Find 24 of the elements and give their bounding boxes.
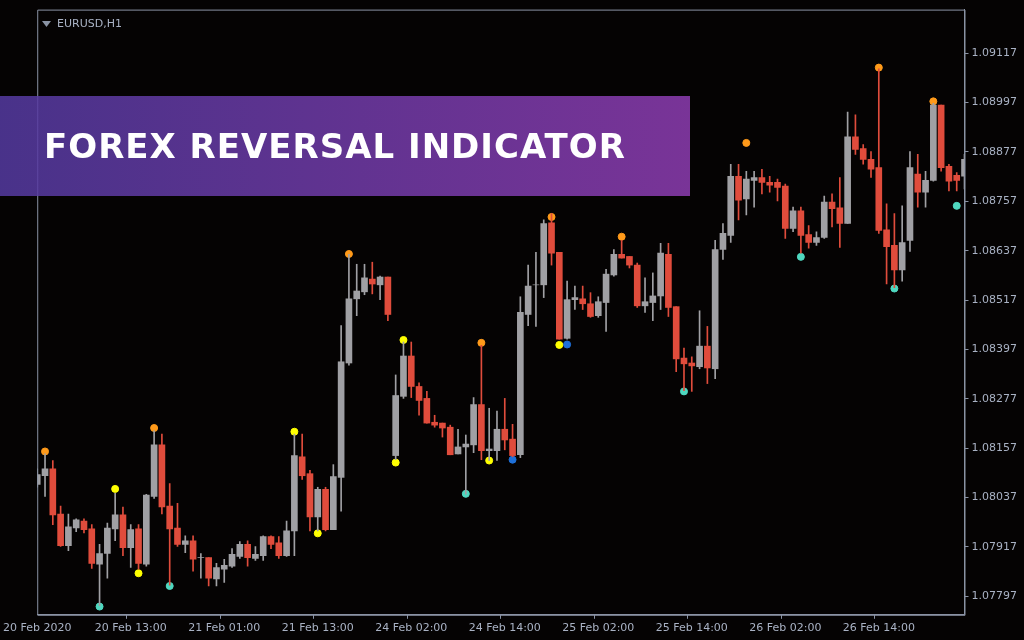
x-tick-label: 21 Feb 13:00 (281, 621, 354, 635)
x-tick-label: 25 Feb 14:00 (655, 621, 728, 635)
y-tick-label: 1.08517 (971, 292, 1018, 306)
y-tick-label: 1.07917 (971, 539, 1018, 553)
y-tick-label: 1.09117 (971, 46, 1018, 60)
x-tick-label: 25 Feb 02:00 (562, 621, 635, 635)
x-tick-label: 24 Feb 14:00 (468, 621, 541, 635)
x-tick-label: 20 Feb 13:00 (94, 621, 167, 635)
y-tick-label: 1.08397 (971, 342, 1018, 356)
x-tick-label: 21 Feb 01:00 (188, 621, 261, 635)
y-tick-label: 1.08157 (971, 441, 1018, 455)
y-tick-label: 1.08277 (971, 391, 1018, 405)
x-tick-label: 26 Feb 02:00 (749, 621, 822, 635)
x-tick-label: 24 Feb 02:00 (375, 621, 448, 635)
x-tick-label: 20 Feb 2020 (3, 621, 72, 635)
y-tick-label: 1.08037 (971, 490, 1018, 504)
text: EURUSD,H1 (57, 17, 122, 30)
y-tick-label: 1.08757 (971, 194, 1018, 208)
y-tick-label: 1.07797 (971, 589, 1018, 603)
y-tick-label: 1.08997 (971, 95, 1018, 109)
x-tick-label: 26 Feb 14:00 (842, 621, 915, 635)
y-tick-label: 1.08637 (971, 243, 1018, 257)
y-tick-label: 1.08877 (971, 144, 1018, 158)
text: FOREX REVERSAL INDICATOR (44, 126, 626, 166)
